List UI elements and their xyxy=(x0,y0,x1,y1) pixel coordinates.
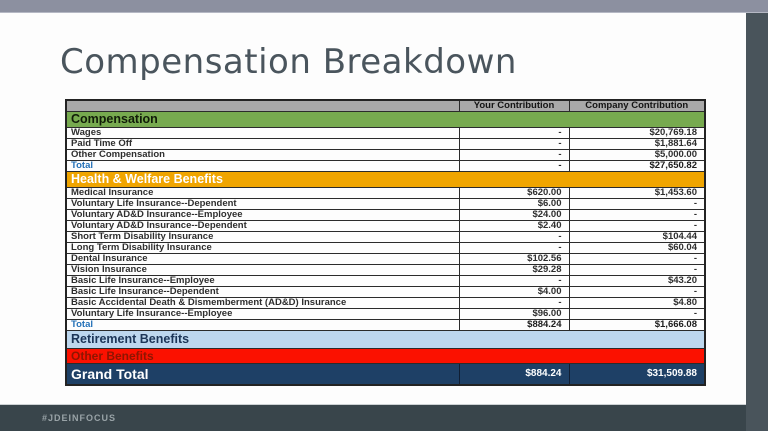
table-row: Paid Time Off - $1,881.64 xyxy=(65,138,706,150)
your-contribution-value: - xyxy=(458,160,570,172)
row-label: Voluntary Life Insurance--Dependent xyxy=(65,198,460,210)
company-contribution-value: $1,881.64 xyxy=(568,138,706,150)
header-company-contribution: Company Contribution xyxy=(568,99,706,112)
row-label: Wages xyxy=(65,127,460,139)
grand-total-row: Grand Total $884.24 $31,509.88 xyxy=(65,363,706,386)
section-row-compensation: Compensation xyxy=(65,111,706,128)
company-contribution-value: $1,453.60 xyxy=(568,187,706,199)
company-contribution-value: $60.04 xyxy=(568,242,706,254)
your-contribution-value: - xyxy=(458,231,570,243)
table-header-row: Your Contribution Company Contribution xyxy=(65,99,706,112)
company-contribution-value: - xyxy=(568,209,706,221)
table-row: Basic Life Insurance--Dependent $4.00 - xyxy=(65,286,706,298)
table-row: Basic Life Insurance--Employee - $43.20 xyxy=(65,275,706,287)
your-contribution-value: - xyxy=(458,127,570,139)
company-contribution-value: $1,666.08 xyxy=(568,319,706,331)
section-row-other-benefits: Other Benefits xyxy=(65,348,706,364)
section-label: Retirement Benefits xyxy=(65,330,706,349)
row-label: Basic Accidental Death & Dismemberment (… xyxy=(65,297,460,309)
section-label: Other Benefits xyxy=(65,348,706,364)
table-row: Medical Insurance $620.00 $1,453.60 xyxy=(65,187,706,199)
row-label: Short Term Disability Insurance xyxy=(65,231,460,243)
table-row: Basic Accidental Death & Dismemberment (… xyxy=(65,297,706,309)
your-contribution-value: $2.40 xyxy=(458,220,570,232)
total-row-health-welfare: Total $884.24 $1,666.08 xyxy=(65,319,706,331)
row-label: Total xyxy=(65,319,460,331)
total-row-compensation: Total - $27,650.82 xyxy=(65,160,706,172)
row-label: Total xyxy=(65,160,460,172)
window-bottom-bar: #JDEINFOCUS xyxy=(0,404,746,431)
row-label: Basic Life Insurance--Employee xyxy=(65,275,460,287)
company-contribution-value: - xyxy=(568,286,706,298)
your-contribution-value: $884.24 xyxy=(458,363,570,386)
table-row: Voluntary AD&D Insurance--Dependent $2.4… xyxy=(65,220,706,232)
your-contribution-value: $96.00 xyxy=(458,308,570,320)
section-row-retirement: Retirement Benefits xyxy=(65,330,706,349)
company-contribution-value: - xyxy=(568,308,706,320)
header-your-contribution: Your Contribution xyxy=(458,99,570,112)
company-contribution-value: - xyxy=(568,220,706,232)
row-label: Vision Insurance xyxy=(65,264,460,276)
your-contribution-value: $884.24 xyxy=(458,319,570,331)
your-contribution-value: - xyxy=(458,297,570,309)
window-top-bar xyxy=(0,0,768,13)
your-contribution-value: - xyxy=(458,242,570,254)
company-contribution-value: - xyxy=(568,264,706,276)
row-label: Dental Insurance xyxy=(65,253,460,265)
your-contribution-value: $620.00 xyxy=(458,187,570,199)
header-blank-cell xyxy=(65,99,460,112)
table-row: Long Term Disability Insurance - $60.04 xyxy=(65,242,706,254)
table-row: Voluntary Life Insurance--Dependent $6.0… xyxy=(65,198,706,210)
event-hashtag: #JDEINFOCUS xyxy=(42,413,117,423)
your-contribution-value: $6.00 xyxy=(458,198,570,210)
your-contribution-value: - xyxy=(458,149,570,161)
table-row: Wages - $20,769.18 xyxy=(65,127,706,139)
company-contribution-value: - xyxy=(568,198,706,210)
row-label: Voluntary AD&D Insurance--Dependent xyxy=(65,220,460,232)
right-side-panel xyxy=(746,13,768,431)
company-contribution-value: $31,509.88 xyxy=(568,363,706,386)
table-row: Short Term Disability Insurance - $104.4… xyxy=(65,231,706,243)
table-row: Other Compensation - $5,000.00 xyxy=(65,149,706,161)
row-label: Voluntary Life Insurance--Employee xyxy=(65,308,460,320)
section-label: Health & Welfare Benefits xyxy=(65,171,706,188)
table-row: Vision Insurance $29.28 - xyxy=(65,264,706,276)
company-contribution-value: $27,650.82 xyxy=(568,160,706,172)
row-label: Paid Time Off xyxy=(65,138,460,150)
slide-title: Compensation Breakdown xyxy=(60,42,517,82)
company-contribution-value: $4.80 xyxy=(568,297,706,309)
row-label: Grand Total xyxy=(65,363,460,386)
row-label: Long Term Disability Insurance xyxy=(65,242,460,254)
your-contribution-value: - xyxy=(458,275,570,287)
your-contribution-value: $4.00 xyxy=(458,286,570,298)
table-row: Voluntary AD&D Insurance--Employee $24.0… xyxy=(65,209,706,221)
company-contribution-value: $5,000.00 xyxy=(568,149,706,161)
row-label: Voluntary AD&D Insurance--Employee xyxy=(65,209,460,221)
row-label: Other Compensation xyxy=(65,149,460,161)
table-row: Voluntary Life Insurance--Employee $96.0… xyxy=(65,308,706,320)
row-label: Medical Insurance xyxy=(65,187,460,199)
your-contribution-value: $102.56 xyxy=(458,253,570,265)
company-contribution-value: - xyxy=(568,253,706,265)
company-contribution-value: $43.20 xyxy=(568,275,706,287)
table-row: Dental Insurance $102.56 - xyxy=(65,253,706,265)
company-contribution-value: $104.44 xyxy=(568,231,706,243)
compensation-table: Your Contribution Company Contribution C… xyxy=(65,99,706,386)
company-contribution-value: $20,769.18 xyxy=(568,127,706,139)
your-contribution-value: $29.28 xyxy=(458,264,570,276)
section-row-health-welfare: Health & Welfare Benefits xyxy=(65,171,706,188)
row-label: Basic Life Insurance--Dependent xyxy=(65,286,460,298)
your-contribution-value: - xyxy=(458,138,570,150)
section-label: Compensation xyxy=(65,111,706,128)
your-contribution-value: $24.00 xyxy=(458,209,570,221)
